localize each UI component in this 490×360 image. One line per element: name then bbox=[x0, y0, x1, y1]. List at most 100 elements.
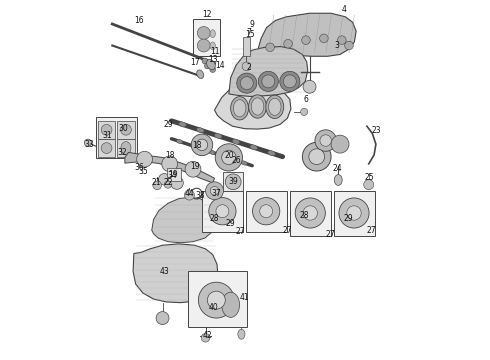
Ellipse shape bbox=[266, 95, 284, 118]
Circle shape bbox=[101, 125, 112, 135]
Circle shape bbox=[315, 130, 337, 151]
Ellipse shape bbox=[210, 30, 216, 38]
Bar bbox=[243, 37, 250, 56]
Circle shape bbox=[209, 198, 236, 225]
Bar bbox=[167, 168, 181, 181]
Text: 7: 7 bbox=[246, 28, 251, 37]
Text: 38: 38 bbox=[196, 191, 205, 200]
Text: 29: 29 bbox=[163, 120, 172, 129]
Circle shape bbox=[121, 125, 131, 135]
Circle shape bbox=[338, 36, 346, 44]
Circle shape bbox=[171, 176, 183, 189]
Circle shape bbox=[162, 156, 177, 172]
Ellipse shape bbox=[207, 59, 215, 69]
Polygon shape bbox=[133, 244, 218, 303]
Bar bbox=[98, 139, 115, 157]
Bar bbox=[223, 172, 243, 192]
Circle shape bbox=[295, 198, 325, 228]
Circle shape bbox=[153, 181, 161, 190]
Circle shape bbox=[204, 63, 210, 69]
Circle shape bbox=[364, 180, 374, 190]
Ellipse shape bbox=[334, 175, 342, 185]
Circle shape bbox=[237, 73, 257, 93]
Text: 37: 37 bbox=[212, 189, 221, 198]
Circle shape bbox=[205, 182, 223, 200]
Circle shape bbox=[216, 205, 229, 218]
Polygon shape bbox=[152, 197, 216, 243]
Ellipse shape bbox=[233, 100, 246, 117]
Circle shape bbox=[159, 174, 170, 185]
Text: 31: 31 bbox=[102, 131, 112, 140]
Text: 26: 26 bbox=[231, 156, 241, 165]
Text: 29: 29 bbox=[225, 219, 235, 228]
Text: 21: 21 bbox=[151, 178, 161, 187]
Text: 25: 25 bbox=[365, 173, 375, 182]
Text: 19: 19 bbox=[190, 162, 199, 171]
Text: 43: 43 bbox=[159, 267, 169, 276]
Text: 4: 4 bbox=[341, 5, 346, 14]
Text: 20: 20 bbox=[224, 152, 234, 161]
Text: 39: 39 bbox=[229, 176, 239, 185]
Bar bbox=[117, 139, 135, 157]
Circle shape bbox=[283, 75, 296, 88]
Circle shape bbox=[320, 135, 331, 146]
Bar bbox=[334, 191, 375, 235]
Ellipse shape bbox=[232, 139, 240, 144]
Circle shape bbox=[196, 139, 208, 150]
Ellipse shape bbox=[176, 139, 183, 144]
Circle shape bbox=[210, 186, 219, 195]
Ellipse shape bbox=[179, 122, 186, 127]
Circle shape bbox=[258, 71, 278, 91]
Circle shape bbox=[302, 142, 331, 171]
Circle shape bbox=[210, 67, 216, 72]
Text: 41: 41 bbox=[240, 293, 249, 302]
Polygon shape bbox=[258, 13, 356, 56]
Circle shape bbox=[302, 36, 310, 44]
Text: 29: 29 bbox=[343, 214, 353, 223]
Text: 27: 27 bbox=[325, 230, 335, 239]
Bar bbox=[202, 191, 243, 232]
Circle shape bbox=[309, 149, 324, 165]
Circle shape bbox=[303, 80, 316, 93]
Circle shape bbox=[319, 34, 328, 42]
Ellipse shape bbox=[121, 141, 131, 154]
Bar bbox=[188, 271, 247, 327]
Circle shape bbox=[344, 41, 353, 50]
Circle shape bbox=[252, 198, 280, 225]
Bar bbox=[98, 121, 115, 139]
Text: 15: 15 bbox=[245, 30, 255, 39]
Circle shape bbox=[164, 181, 171, 188]
Circle shape bbox=[191, 134, 213, 156]
Text: 11: 11 bbox=[210, 47, 219, 56]
Circle shape bbox=[185, 161, 201, 177]
Ellipse shape bbox=[196, 70, 204, 78]
Circle shape bbox=[156, 312, 169, 324]
Ellipse shape bbox=[250, 145, 258, 150]
Text: 34: 34 bbox=[168, 171, 177, 180]
Circle shape bbox=[280, 71, 300, 91]
Ellipse shape bbox=[268, 150, 275, 156]
Ellipse shape bbox=[225, 156, 231, 160]
Circle shape bbox=[260, 205, 272, 218]
Circle shape bbox=[215, 144, 243, 171]
Ellipse shape bbox=[193, 145, 199, 149]
Text: 44: 44 bbox=[185, 189, 195, 198]
Polygon shape bbox=[215, 83, 291, 129]
Ellipse shape bbox=[210, 42, 216, 50]
Circle shape bbox=[221, 150, 236, 165]
Text: 32: 32 bbox=[118, 148, 127, 157]
Ellipse shape bbox=[269, 98, 281, 116]
Text: 2: 2 bbox=[246, 63, 251, 72]
Ellipse shape bbox=[231, 96, 248, 120]
Text: 9: 9 bbox=[250, 19, 255, 28]
Text: 14: 14 bbox=[215, 61, 225, 70]
Bar bbox=[290, 191, 331, 235]
Circle shape bbox=[197, 39, 210, 52]
Text: 18: 18 bbox=[166, 151, 175, 160]
Text: 23: 23 bbox=[371, 126, 381, 135]
Polygon shape bbox=[125, 152, 215, 183]
Text: 16: 16 bbox=[134, 16, 144, 25]
Circle shape bbox=[137, 151, 152, 167]
Circle shape bbox=[262, 75, 275, 88]
Text: 19: 19 bbox=[168, 171, 177, 180]
